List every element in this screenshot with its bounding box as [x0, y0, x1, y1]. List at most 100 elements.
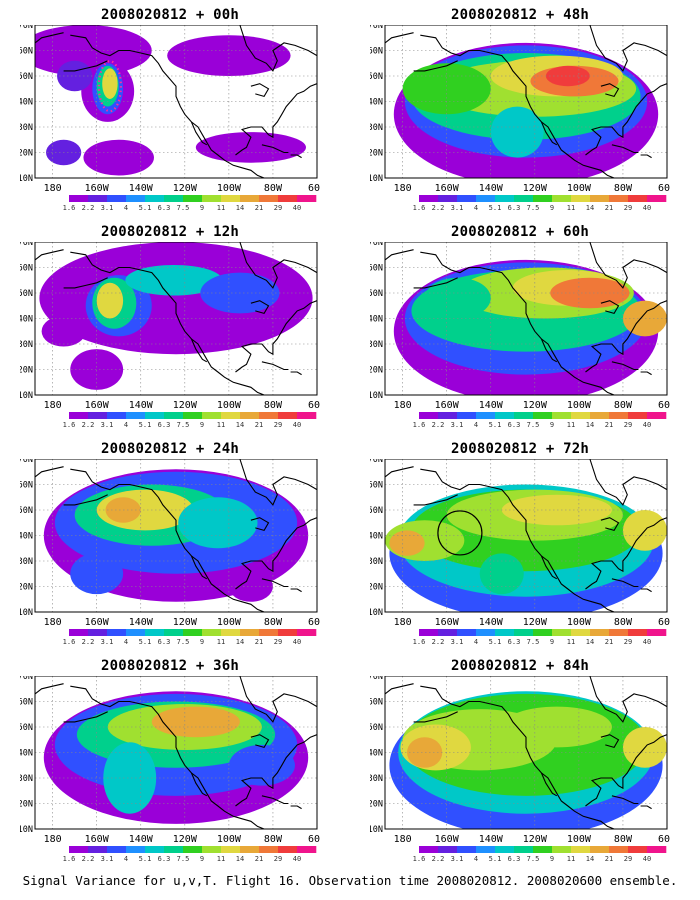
y-tick-label: 60N: [370, 481, 383, 491]
coastline: [385, 466, 414, 478]
colorbar-label: 14: [586, 638, 594, 646]
colorbar-swatch: [571, 846, 591, 853]
colorbar-swatch: [457, 195, 477, 202]
coastline: [385, 249, 414, 261]
x-tick-label: 160W: [85, 834, 110, 845]
y-tick-label: 70N: [20, 242, 33, 248]
variance-region: [389, 530, 425, 556]
x-tick-label: 140W: [479, 183, 504, 194]
coastline: [190, 121, 208, 146]
colorbar-label: 7.5: [527, 638, 540, 646]
coastline: [63, 60, 108, 72]
coastline: [600, 734, 620, 749]
y-tick-label: 30N: [370, 774, 383, 784]
plot-frame: [384, 242, 668, 396]
colorbar-swatch: [297, 629, 317, 636]
highlight-circle: [437, 510, 483, 556]
colorbar-label: 11: [217, 638, 225, 646]
coastline: [235, 734, 317, 807]
colorbar-swatch: [400, 412, 420, 419]
coastline: [63, 494, 108, 506]
x-tick-label: 120W: [523, 183, 548, 194]
x-tick-label: 160W: [435, 617, 460, 628]
panel-title: 2008020812 + 24h: [100, 441, 240, 457]
colorbar-swatch: [514, 412, 534, 419]
variance-region: [70, 349, 124, 390]
variance-map: 70N 60N 50N 40N 30N 20N 10N 180 160W 140W 120W 100W…: [370, 25, 670, 212]
x-tick-label: 180: [44, 834, 62, 845]
y-tick-label: 50N: [370, 723, 383, 733]
colorbar-label: 4: [124, 638, 128, 646]
colorbar-swatch: [571, 412, 591, 419]
y-tick-label: 40N: [370, 98, 383, 108]
colorbar-swatch: [69, 629, 89, 636]
colorbar-label: 14: [236, 855, 244, 863]
colorbar-label: 11: [567, 638, 575, 646]
coastline: [250, 734, 270, 749]
colorbar-label: 4: [474, 204, 478, 212]
colorbar-swatch: [457, 629, 477, 636]
coastline: [70, 34, 265, 178]
y-tick-label: 40N: [20, 532, 33, 542]
panel-title: 2008020812 + 36h: [100, 658, 240, 674]
colorbar-label: 14: [236, 638, 244, 646]
x-tick-label: 80W: [264, 617, 283, 628]
colorbar-label: 6.3: [508, 421, 521, 429]
colorbar-swatch: [202, 846, 222, 853]
y-tick-label: 40N: [370, 315, 383, 325]
colorbar-swatch: [240, 846, 260, 853]
y-tick-label: 60N: [20, 481, 33, 491]
colorbar-swatch: [50, 629, 70, 636]
coastline: [540, 121, 558, 146]
x-tick-label: 100W: [217, 183, 242, 194]
coastline: [413, 60, 458, 72]
colorbar-swatch: [50, 195, 70, 202]
colorbar-swatch: [438, 629, 458, 636]
coastline: [190, 338, 208, 363]
coastline: [600, 300, 620, 315]
colorbar-swatch: [164, 846, 184, 853]
colorbar-swatch: [164, 629, 184, 636]
colorbar-swatch: [628, 412, 648, 419]
panel-title: 2008020812 + 60h: [450, 224, 590, 240]
colorbar-swatch: [495, 195, 515, 202]
y-tick-label: 70N: [370, 242, 383, 248]
x-tick-label: 60W: [308, 617, 320, 628]
colorbar-label: 9: [200, 855, 204, 863]
variance-map: 70N 60N 50N 40N 30N 20N 10N 180 160W 140W 120W 100W…: [20, 676, 320, 863]
colorbar-swatch: [240, 195, 260, 202]
x-tick-label: 180: [394, 400, 412, 411]
colorbar-label: 29: [624, 855, 632, 863]
variance-region: [228, 744, 295, 786]
colorbar-label: 40: [643, 638, 651, 646]
colorbar-label: 1.6: [63, 638, 76, 646]
coastline: [589, 459, 667, 506]
colorbar-label: 7.5: [177, 638, 190, 646]
map-panel: 2008020812 + 72h 70N 60N 50N 40N 30N 20N 10N 180…: [370, 439, 670, 657]
colorbar-swatch: [438, 412, 458, 419]
figure-caption: Signal Variance for u,v,T. Flight 16. Ob…: [22, 873, 678, 888]
colorbar-swatch: [202, 195, 222, 202]
colorbar-swatch: [495, 412, 515, 419]
colorbar-label: 21: [255, 638, 263, 646]
colorbar-swatch: [221, 412, 241, 419]
coastline: [640, 154, 652, 159]
colorbar-label: 29: [274, 421, 282, 429]
colorbar-swatch: [647, 846, 667, 853]
colorbar-label: 3.1: [101, 638, 114, 646]
colorbar-label: 7.5: [177, 204, 190, 212]
colorbar-swatch: [476, 195, 496, 202]
colorbar-swatch: [164, 195, 184, 202]
coastline: [589, 676, 667, 723]
coastline: [70, 251, 265, 395]
coastline: [261, 361, 289, 371]
x-tick-label: 100W: [217, 834, 242, 845]
colorbar-label: 40: [293, 855, 301, 863]
colorbar-label: 1.6: [413, 638, 426, 646]
y-tick-label: 30N: [20, 557, 33, 567]
colorbar-swatch: [126, 629, 146, 636]
variance-region: [545, 65, 590, 87]
colorbar-swatch: [164, 412, 184, 419]
y-tick-label: 20N: [20, 149, 33, 159]
colorbar-swatch: [126, 846, 146, 853]
